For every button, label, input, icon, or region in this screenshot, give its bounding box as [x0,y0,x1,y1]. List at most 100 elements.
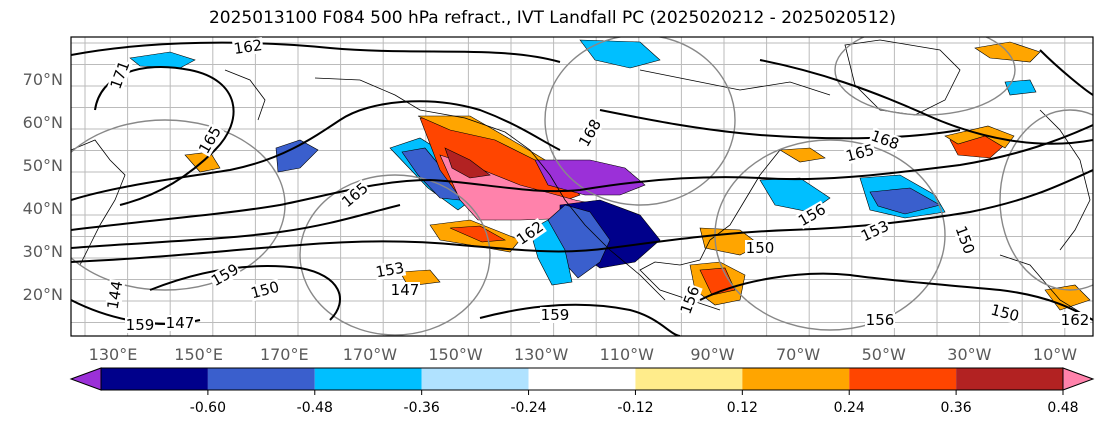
contour-label: 156 [866,311,895,329]
height-contour [1039,49,1093,96]
contour-label: 162 [1061,311,1090,329]
colorbar-segment [207,368,315,390]
contour-label-bg [858,217,892,245]
height-contour [599,109,961,140]
contour-label-bg [232,36,264,58]
longitude-label: 130°W [514,345,569,364]
contour-label-bg [988,301,1022,325]
latitude-label: 70°N [23,70,63,89]
colorbar-frame [100,367,1064,391]
colorbar-segment [101,368,208,390]
shading-blue-kamchatka [275,139,319,173]
colorbar-segment [528,368,636,390]
colorbar-tick-label: 0.36 [941,400,972,416]
longitude-label: 150°W [428,345,483,364]
contour-label-bg [338,179,372,211]
map-title: 2025013100 F084 500 hPa refract., IVT La… [208,8,896,28]
contour-label: 150 [746,239,775,257]
latitude-label: 40°N [23,199,63,218]
longitude-label: 130°E [89,345,138,364]
latitude-label: 60°N [23,113,63,132]
latitude-label: 30°N [23,242,63,261]
colorbar-tick-label: -0.48 [297,400,333,416]
contour-label-bg [513,217,547,249]
contour-label: 147 [166,314,195,332]
longitude-label: 170°W [343,345,398,364]
shading-blue-canada [579,39,661,69]
coastline-kamchatka [224,69,266,121]
shading-darkred-core [444,147,491,179]
longitude-label: 30°W [947,345,991,364]
latitude-label: 20°N [23,285,63,304]
longitude-label: 90°W [690,345,734,364]
colorbar-tick-label: -0.60 [190,400,226,416]
colorbar-segment [956,368,1063,390]
contour-label-bg [795,200,829,230]
height-contour [479,303,681,336]
height-contour [71,169,1093,263]
height-contours [71,41,1093,336]
contour-label: 144 [104,279,127,310]
colorbar-extend-high [1062,367,1095,391]
longitude-label: 170°E [260,345,309,364]
contour-label-bg [373,259,407,281]
contour-label: 159 [126,316,155,334]
contour-label-bg [195,123,225,157]
contour-label: 153 [374,259,405,282]
contour-label-bg [843,141,877,165]
gray-contour [544,37,736,206]
height-contour [759,59,1093,145]
map-frame [70,36,1094,337]
longitude-label: 110°W [600,345,655,364]
shading-orange-north-atlantic [944,125,1015,149]
colorbar-segment [849,368,957,390]
contour-label-bg [575,116,605,150]
contour-label-bg [540,307,570,323]
colorbar-segment [314,368,422,390]
colorbar-extend-low [69,367,102,391]
shading-red-subtropics [449,225,506,243]
colorbar-tick-label: 0.48 [1047,400,1078,416]
colorbar: -0.60 -0.48 -0.36 -0.24 -0.12 0.12 0.24 0.36 0.4… [69,367,1095,416]
colorbar-segment [635,368,743,390]
shading-orange-atlantic-mid [779,147,826,163]
contour-label-bg [165,315,195,331]
colorbar-tick-label: 0.12 [727,400,758,416]
coastline-north-america-west [504,131,666,301]
height-contour [71,204,401,249]
shading-lightblue-west-us [529,219,573,286]
longitude-label: 70°W [776,345,820,364]
shading-orange-far-east [1044,284,1091,311]
shading-blue-east-atlantic [1004,79,1037,96]
coastline-europe [1039,109,1091,251]
contour-label: 147 [391,281,420,299]
gray-contour [299,174,491,336]
contour-label-bg [104,278,126,312]
gray-contour [999,109,1093,291]
latitude-label: 50°N [23,156,63,175]
contour-label-bg [868,127,902,153]
height-contour [71,41,561,63]
contour-label-bg [248,278,282,302]
coastline-canadian-arctic [639,69,831,96]
longitude-label: 50°W [862,345,906,364]
contour-label-bg [952,223,978,257]
colorbar-tick-label: 0.24 [834,400,865,416]
colorbar-tick-label: -0.36 [404,400,440,416]
contour-label-bg [745,240,775,256]
longitude-label: 150°E [174,345,223,364]
longitude-labels: 130°E 150°E 170°E 170°W 150°W 130°W 110°W 90°W 7… [89,345,1078,364]
height-contour [71,100,561,201]
contour-label: 162 [233,36,264,58]
contour-label-bg [390,282,420,298]
contour-label-bg [107,58,133,92]
contour-label-bg [677,283,703,317]
colorbar-segment [421,368,529,390]
latitude-labels: 70°N 60°N 50°N 40°N 30°N 20°N [23,70,63,304]
contour-label-bg [208,260,242,290]
colorbar-tick-label: -0.12 [617,400,653,416]
height-contour [71,124,1093,231]
contour-label-bg [1060,312,1090,328]
longitude-label: 10°W [1033,345,1077,364]
